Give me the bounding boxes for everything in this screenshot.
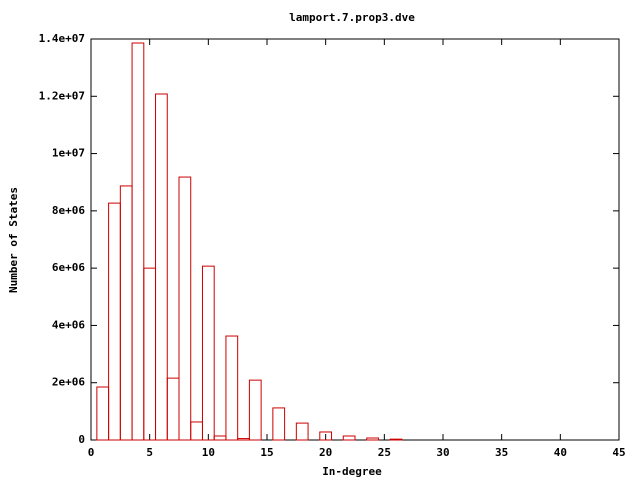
y-tick-label: 4e+06 [52,318,85,331]
x-tick-label: 10 [202,446,215,459]
bar [272,407,286,441]
chart-title: lamport.7.prop3.dve [289,11,415,24]
y-axis-label: Number of States [7,187,20,293]
bar [155,93,168,441]
x-tick-label: 0 [88,446,95,459]
x-tick-label: 25 [378,446,391,459]
x-tick-label: 30 [436,446,449,459]
bar [201,265,215,441]
x-tick-label: 5 [146,446,153,459]
y-tick-label: 1.2e+07 [39,89,85,102]
x-tick-label: 20 [319,446,332,459]
y-tick-label: 0 [78,433,85,446]
y-tick-label: 6e+06 [52,261,85,274]
y-tick-label: 2e+06 [52,376,85,389]
x-axis-label: In-degree [322,465,382,478]
bar [248,379,262,441]
bar [366,437,379,441]
y-tick-label: 1.4e+07 [39,32,85,45]
bar [319,431,333,441]
bar [178,176,192,441]
x-tick-label: 45 [612,446,625,459]
x-tick-label: 40 [554,446,567,459]
bar [295,422,309,441]
bar [131,42,145,441]
y-tick-label: 8e+06 [52,204,85,217]
x-tick-label: 35 [495,446,508,459]
bar [389,438,403,441]
bar [225,335,239,441]
bar [342,435,356,441]
y-tick-label: 1e+07 [52,147,85,160]
x-tick-label: 15 [260,446,273,459]
